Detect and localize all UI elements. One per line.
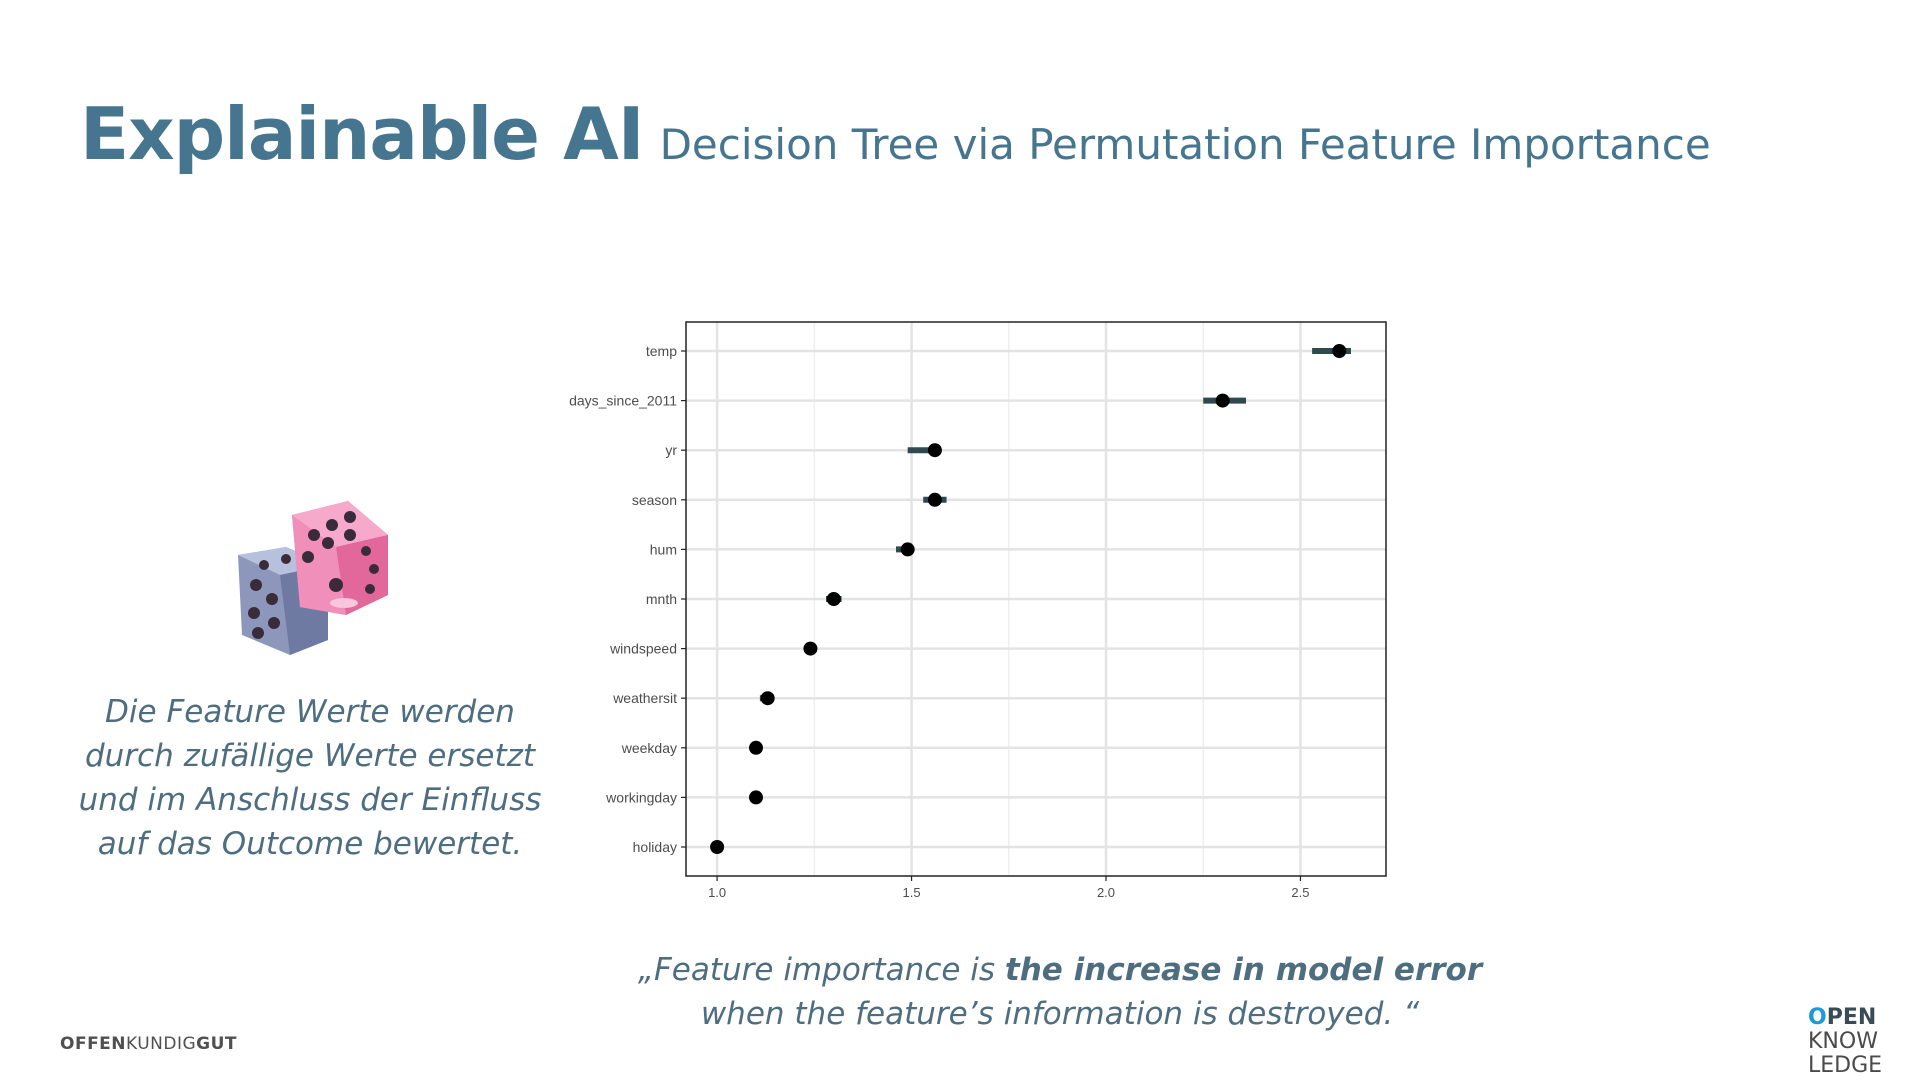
quote-line-1-text: „Feature importance is <box>637 952 1005 988</box>
description-line: durch zufällige Werte ersetzt <box>84 738 536 774</box>
description-line: auf das Outcome bewertet. <box>97 826 523 862</box>
description-line: und im Anschluss der Einfluss <box>78 782 542 818</box>
data-point <box>749 790 763 805</box>
brand-right-ring: O <box>1808 1005 1827 1030</box>
brand-left-part-3: GUT <box>196 1034 238 1054</box>
y-tick-label: season <box>632 492 677 508</box>
data-point <box>826 592 841 606</box>
data-point <box>760 691 775 706</box>
data-point <box>900 542 915 557</box>
quote-emphasis: the increase in model error <box>1004 952 1483 988</box>
data-point <box>1215 393 1230 408</box>
x-tick-label: 1.5 <box>903 885 921 900</box>
data-point <box>710 840 725 854</box>
quote: „Feature importance is the increase in m… <box>580 948 1540 1036</box>
y-tick-label: temp <box>646 343 677 359</box>
brand-right-line-2: KNOW <box>1808 1029 1878 1054</box>
brand-logo-right: OPEN KNOW LEDGE <box>1808 1006 1882 1078</box>
y-tick-label: weekday <box>621 740 677 756</box>
y-tick-label: hum <box>650 541 677 557</box>
description-line: Die Feature Werte werden <box>105 694 515 730</box>
dice-icon <box>238 501 388 655</box>
quote-line-1: „Feature importance is the increase in m… <box>580 948 1540 992</box>
y-tick-label: holiday <box>633 839 677 855</box>
brand-left-part-2: KUNDIG <box>126 1034 197 1054</box>
y-tick-label: days_since_2011 <box>569 393 677 409</box>
data-point <box>1332 344 1347 358</box>
y-tick-label: mnth <box>646 591 677 607</box>
pink-die <box>292 501 388 615</box>
data-point <box>927 443 942 458</box>
x-tick-label: 2.0 <box>1097 885 1115 900</box>
quote-line-2: when the feature’s information is destro… <box>700 996 1420 1032</box>
brand-logo-left: OFFENKUNDIGGUT <box>60 1034 237 1054</box>
y-tick-label: workingday <box>605 789 677 805</box>
slide-subtitle: Decision Tree via Permutation Feature Im… <box>659 120 1711 169</box>
feature-description: Die Feature Werte werden durch zufällige… <box>60 690 560 866</box>
data-point <box>803 641 818 656</box>
brand-right-line-3: LEDGE <box>1808 1053 1883 1078</box>
x-tick-label: 2.5 <box>1291 885 1309 900</box>
x-tick-label: 1.0 <box>708 885 726 900</box>
y-tick-label: yr <box>665 442 677 458</box>
data-point <box>749 740 763 755</box>
brand-left-part-1: OFFEN <box>60 1034 127 1054</box>
data-point <box>927 492 942 507</box>
brand-right-line-1: PEN <box>1826 1005 1877 1030</box>
slide-title: Explainable AI <box>80 92 645 176</box>
y-tick-label: weathersit <box>612 690 677 706</box>
slide-title-row: Explainable AI Decision Tree via Permutat… <box>80 92 1711 176</box>
y-tick-label: windspeed <box>609 641 677 657</box>
